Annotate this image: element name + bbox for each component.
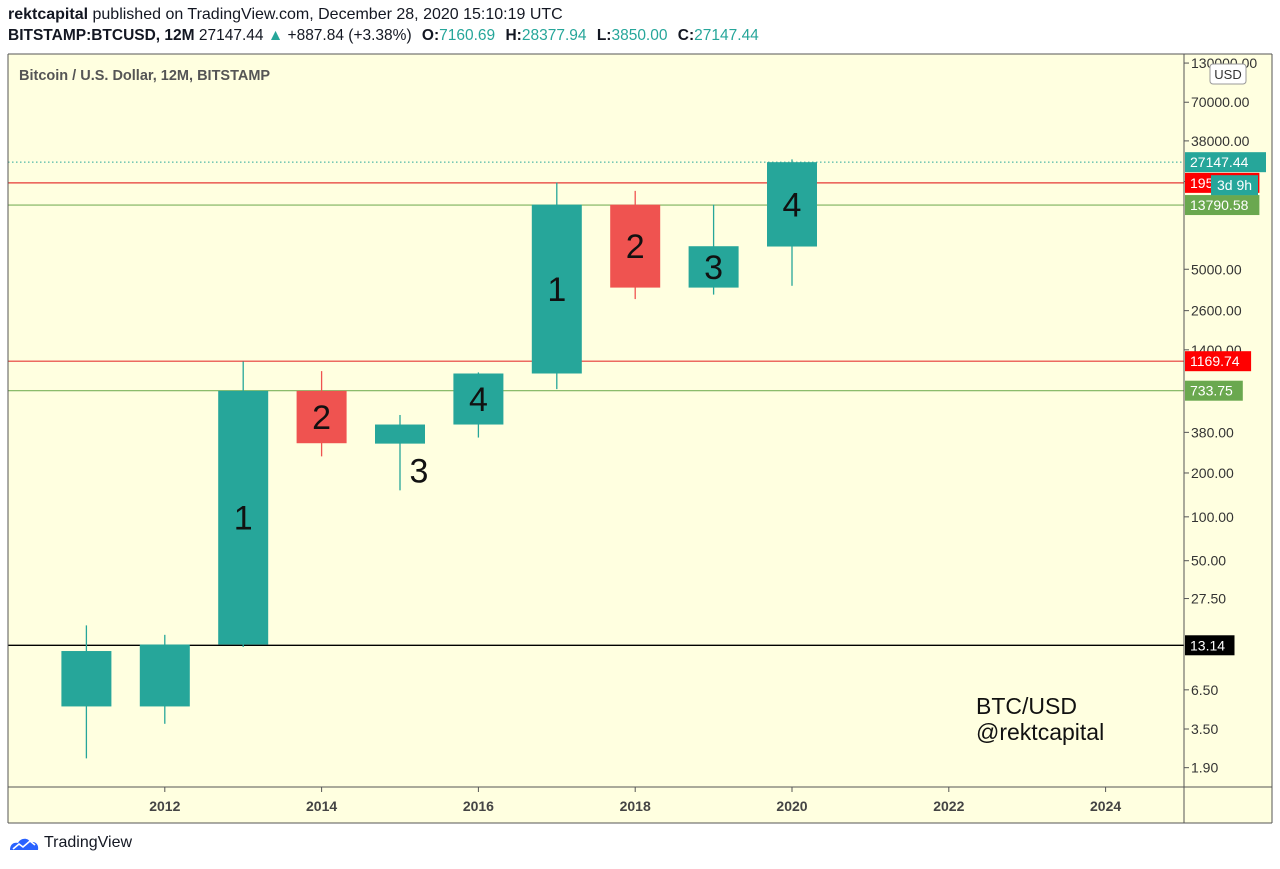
cycle-label: 4 bbox=[783, 186, 802, 224]
price-level-badge-text: 13790.58 bbox=[1190, 197, 1249, 213]
x-tick-label: 2018 bbox=[620, 798, 651, 814]
y-tick-label: 27.50 bbox=[1191, 591, 1226, 607]
candle-body bbox=[218, 390, 269, 645]
countdown-badge bbox=[1211, 175, 1258, 196]
y-tick-label: 50.00 bbox=[1191, 553, 1226, 569]
x-tick-label: 2024 bbox=[1090, 798, 1121, 814]
candle-2020[interactable] bbox=[767, 159, 817, 286]
candle-2014[interactable] bbox=[296, 371, 347, 457]
cycle-label: 3 bbox=[410, 452, 429, 490]
price-change: +887.84 (+3.38%) bbox=[287, 27, 412, 44]
watermark-line-2: @rektcapital bbox=[976, 719, 1104, 745]
x-tick-label: 2020 bbox=[776, 798, 807, 814]
cycle-label: 3 bbox=[704, 249, 723, 287]
tradingview-brand: TradingView bbox=[44, 834, 133, 851]
candle-body bbox=[61, 651, 112, 707]
cycle-label: 4 bbox=[469, 381, 488, 419]
candle-2011[interactable] bbox=[61, 625, 112, 759]
candle-2016[interactable] bbox=[453, 372, 504, 438]
cycle-label: 2 bbox=[626, 228, 645, 266]
cycle-label: 1 bbox=[234, 500, 253, 538]
low-value: 3850.00 bbox=[611, 27, 668, 44]
price-level-badge bbox=[1185, 351, 1252, 372]
x-tick-label: 2016 bbox=[463, 798, 494, 814]
price-level-badge bbox=[1185, 635, 1235, 656]
price-level-badge bbox=[1185, 380, 1243, 401]
candle-body bbox=[688, 246, 739, 288]
price-level-badge bbox=[1185, 152, 1266, 173]
y-tick-label: 1.90 bbox=[1191, 760, 1218, 776]
last-price: 27147.44 bbox=[198, 27, 264, 44]
chart-title: Bitcoin / U.S. Dollar, 12M, BITSTAMP bbox=[19, 68, 270, 84]
open-label: O: bbox=[421, 27, 440, 44]
open-value: 7160.69 bbox=[439, 27, 496, 44]
candle-body bbox=[767, 162, 817, 247]
time-axis[interactable] bbox=[8, 787, 1272, 823]
candle-body bbox=[296, 390, 347, 444]
published-text: published on TradingView.com, December 2… bbox=[92, 6, 563, 23]
y-tick-label: 6.50 bbox=[1191, 682, 1218, 698]
countdown-text: 3d 9h bbox=[1217, 177, 1252, 193]
y-tick-label: 2600.00 bbox=[1191, 303, 1242, 319]
watermark-line-1: BTC/USD bbox=[976, 693, 1077, 719]
candle-body bbox=[610, 204, 661, 288]
cycle-label: 2 bbox=[312, 399, 331, 437]
x-tick-label: 2022 bbox=[933, 798, 964, 814]
candle-2019[interactable] bbox=[688, 204, 739, 295]
high-value: 28377.94 bbox=[521, 27, 587, 44]
y-tick-label: 200.00 bbox=[1191, 465, 1234, 481]
high-label: H: bbox=[505, 27, 522, 44]
candle-2018[interactable] bbox=[610, 190, 661, 300]
y-tick-label: 5000.00 bbox=[1191, 261, 1242, 277]
price-level-badge-text: 733.75 bbox=[1190, 383, 1233, 399]
close-label: C: bbox=[677, 27, 695, 44]
candle-body bbox=[375, 424, 425, 444]
currency-label: USD bbox=[1214, 67, 1241, 82]
y-tick-label: 380.00 bbox=[1191, 424, 1234, 440]
price-level-badge-text: 27147.44 bbox=[1190, 154, 1249, 170]
low-label: L: bbox=[596, 27, 612, 44]
y-tick-label: 3.50 bbox=[1191, 721, 1218, 737]
price-level-badge-text: 13.14 bbox=[1190, 637, 1225, 653]
tradingview-logo-icon bbox=[10, 838, 39, 850]
x-tick-label: 2014 bbox=[306, 798, 337, 814]
candle-2017[interactable] bbox=[531, 182, 582, 390]
candle-body bbox=[531, 204, 582, 374]
tradingview-footer[interactable]: TradingView bbox=[8, 834, 132, 852]
plot-area[interactable] bbox=[8, 54, 1184, 787]
cycle-label: 1 bbox=[547, 271, 566, 309]
candle-2015[interactable] bbox=[375, 414, 425, 491]
author-name[interactable]: rektcapital bbox=[8, 6, 89, 23]
price-level-badge bbox=[1185, 195, 1260, 216]
candle-body bbox=[139, 644, 190, 707]
up-arrow-icon: ▲ bbox=[267, 27, 284, 44]
close-value: 27147.44 bbox=[694, 27, 759, 44]
x-tick-label: 2012 bbox=[149, 798, 180, 814]
candle-body bbox=[453, 373, 504, 425]
y-tick-label: 100.00 bbox=[1191, 509, 1234, 525]
y-tick-label: 38000.00 bbox=[1191, 133, 1250, 149]
publish-line: rektcapital published on TradingView.com… bbox=[8, 6, 563, 24]
candle-2013[interactable] bbox=[218, 361, 269, 647]
currency-button[interactable]: USD bbox=[1209, 63, 1247, 85]
ohlc-legend: BITSTAMP:BTCUSD, 12M 27147.44 ▲ +887.84 … bbox=[8, 27, 759, 45]
symbol-label[interactable]: BITSTAMP:BTCUSD, 12M bbox=[8, 27, 195, 44]
candle-2012[interactable] bbox=[139, 634, 190, 724]
y-tick-label: 70000.00 bbox=[1191, 94, 1250, 110]
price-level-badge-text: 1169.74 bbox=[1190, 353, 1240, 369]
